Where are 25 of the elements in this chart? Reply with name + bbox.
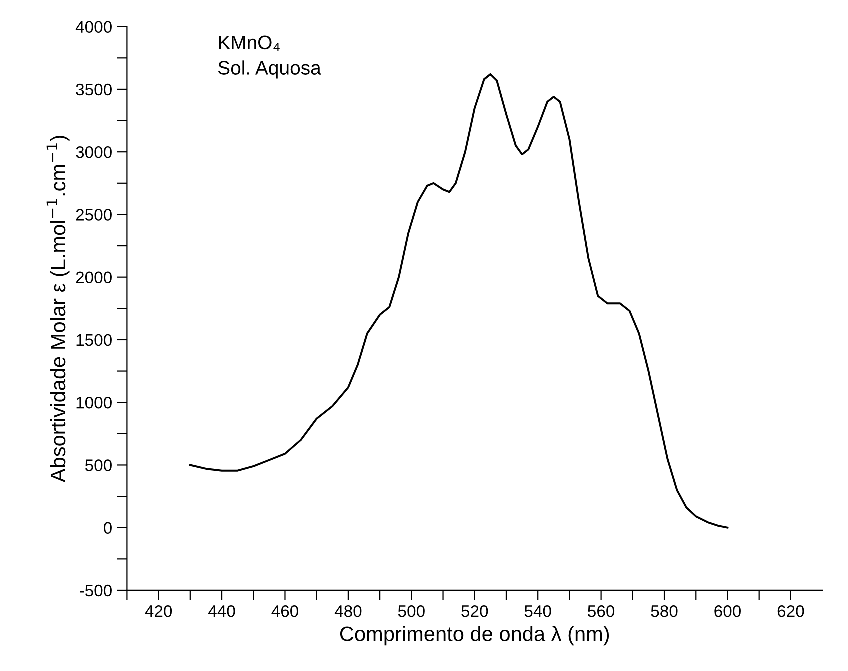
x-tick-label: 460 (272, 606, 298, 618)
y-tick-label: 1000 (76, 397, 112, 409)
annotation: Sol. Aquosa (218, 60, 322, 79)
x-tick-label: 560 (588, 606, 615, 618)
x-tick-label: 420 (145, 606, 172, 618)
x-tick-label: 580 (651, 606, 678, 618)
x-tick-label: 620 (778, 606, 804, 618)
y-tick-label: 1500 (76, 334, 112, 346)
x-tick-label: 480 (334, 606, 362, 618)
x-tick-label: 520 (462, 606, 488, 618)
x-axis-title: Comprimento de onda λ (nm) (340, 626, 610, 646)
x-tick-label: 540 (524, 606, 552, 618)
x-tick-label: 600 (714, 606, 741, 618)
y-axis-title: Absortividade Molar ε (L.mol$^{−1}$.cm$^{−1}$) (46, 136, 70, 483)
y-tick-label: 3000 (76, 146, 112, 158)
y-tick-label: 2000 (76, 272, 112, 284)
y-tick-label: -500 (80, 584, 112, 597)
annotation: KMnO₄ (219, 36, 280, 52)
y-tick-label: 0 (104, 522, 112, 534)
y-tick-label: 2500 (76, 209, 112, 221)
y-tick-label: 4000 (76, 21, 112, 34)
y-tick-label: 3500 (76, 84, 112, 96)
x-tick-label: 440 (208, 606, 236, 618)
y-tick-label: 500 (85, 460, 112, 472)
x-tick-label: 500 (398, 606, 425, 618)
